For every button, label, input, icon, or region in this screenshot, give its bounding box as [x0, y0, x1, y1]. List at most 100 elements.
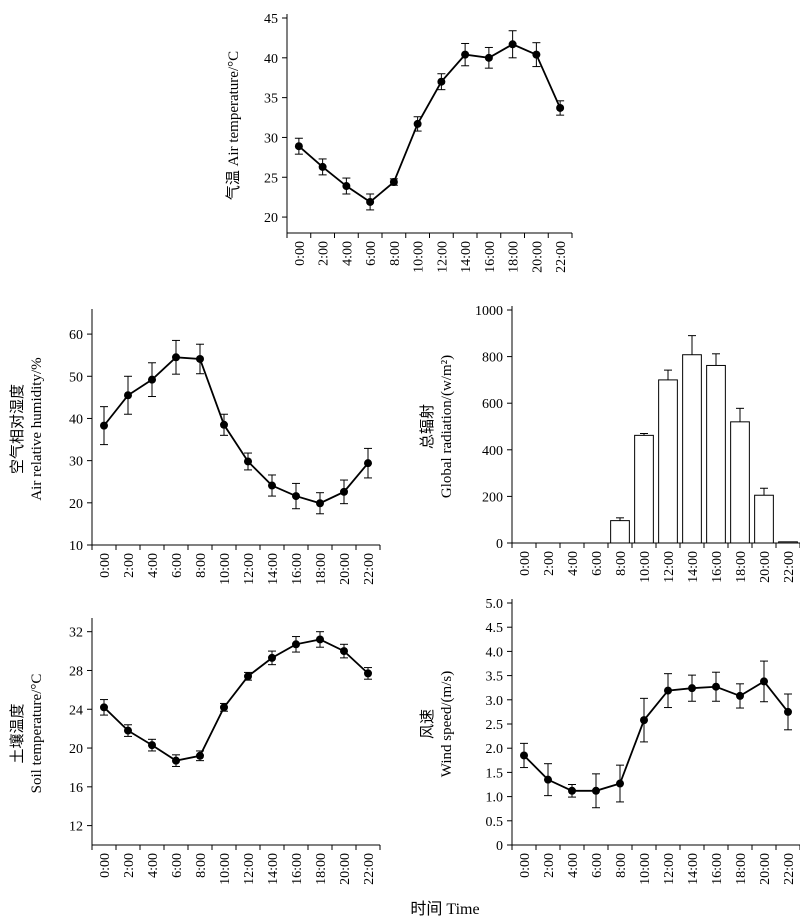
- y-tick-label: 45: [264, 12, 278, 27]
- data-point: [568, 786, 576, 795]
- y-axis-title: Soil temperature/°C: [29, 674, 45, 794]
- global-radiation-chart: 0 200 400 600 800 1000 0:00 2:00 4:00 6:00 8:00 10:…: [419, 304, 800, 583]
- bar: [730, 421, 750, 544]
- data-point: [316, 499, 324, 508]
- data-point: [664, 686, 672, 695]
- x-tick-label: 0:00: [98, 853, 113, 878]
- x-tick-label: 2:00: [122, 853, 137, 878]
- data-point: [532, 50, 541, 59]
- y-tick-label: 32: [69, 626, 83, 641]
- data-point: [342, 182, 351, 191]
- data-point: [413, 119, 422, 128]
- data-point: [172, 353, 180, 362]
- data-point: [220, 703, 228, 712]
- x-tick-label: 4:00: [566, 853, 581, 878]
- x-tick-label: 14:00: [459, 241, 474, 273]
- series-line: [298, 43, 561, 204]
- data-point: [364, 669, 372, 678]
- data-point: [508, 40, 517, 49]
- data-point: [268, 653, 276, 662]
- x-tick-label: 20:00: [338, 853, 353, 885]
- y-tick-label: 3.5: [486, 670, 504, 685]
- x-tick-label: 14:00: [686, 853, 701, 885]
- data-point: [148, 741, 156, 750]
- x-tick-label: 18:00: [507, 241, 522, 273]
- y-tick-label: 1000: [475, 304, 503, 319]
- x-tick-label: 4:00: [146, 853, 161, 878]
- x-tick-label: 8:00: [388, 241, 403, 266]
- y-tick-label: 12: [69, 820, 83, 835]
- x-tick-label: 12:00: [662, 551, 677, 583]
- data-point: [366, 197, 375, 206]
- x-tick-label: 22:00: [362, 853, 377, 885]
- x-tick-label: 4:00: [146, 553, 161, 578]
- data-point: [556, 103, 565, 112]
- series-line: [103, 356, 369, 505]
- bar: [682, 354, 702, 544]
- x-tick-label: 18:00: [314, 553, 329, 585]
- x-tick-label: 18:00: [734, 551, 749, 583]
- data-point: [712, 682, 720, 691]
- y-tick-label: 1.0: [486, 791, 504, 806]
- x-tick-label: 6:00: [170, 853, 185, 878]
- bar: [754, 494, 774, 544]
- data-point: [196, 354, 204, 363]
- y-tick-label: 20: [69, 497, 83, 512]
- y-tick-label: 2.0: [486, 742, 504, 757]
- data-point: [292, 492, 300, 501]
- y-tick-label: 20: [264, 211, 278, 226]
- x-tick-label: 22:00: [362, 553, 377, 585]
- data-point: [244, 457, 252, 466]
- data-point: [784, 707, 792, 716]
- data-point: [340, 647, 348, 656]
- wind-speed-chart: 0 0.5 1.0 1.5 2.0 2.5 3.0 3.5 4.0 4.5 5.0 0:00 2:00 4…: [419, 597, 800, 885]
- air-temperature-chart: 20 25 30 35 40 45 0:00 2:00 4:00 6:00 8:00 10:00 12:…: [225, 12, 573, 273]
- x-tick-label: 22:00: [782, 551, 797, 583]
- y-tick-label: 0.5: [486, 815, 504, 830]
- x-tick-label: 16:00: [290, 553, 305, 585]
- y-tick-label: 50: [69, 370, 83, 385]
- y-tick-label: 5.0: [486, 597, 504, 612]
- x-tick-label: 6:00: [590, 853, 605, 878]
- x-tick-label: 8:00: [614, 551, 629, 576]
- y-axis-title: 土壤温度: [8, 703, 26, 763]
- y-tick-label: 35: [264, 92, 278, 107]
- data-point: [244, 672, 252, 681]
- y-tick-label: 1.5: [486, 766, 504, 781]
- chart-panels: 20 25 30 35 40 45 0:00 2:00 4:00 6:00 8:00 10:00 12:…: [8, 12, 800, 885]
- air-relative-humidity-chart: 10 20 30 40 50 60 0:00 2:00 4:00 6:00 8:00 10:00 12:…: [9, 309, 381, 585]
- y-axis-title: Wind speed/(m/s): [439, 671, 455, 777]
- bar: [634, 434, 654, 544]
- series-line: [103, 638, 369, 762]
- x-tick-label: 14:00: [266, 853, 281, 885]
- y-axis-title: Air relative humidity/%: [29, 357, 45, 500]
- data-point: [172, 756, 180, 765]
- bar: [706, 364, 726, 544]
- y-tick-label: 10: [69, 539, 83, 554]
- x-tick-label: 16:00: [483, 241, 498, 273]
- x-tick-label: 8:00: [614, 853, 629, 878]
- y-tick-label: 25: [264, 171, 278, 186]
- x-tick-label: 10:00: [412, 241, 427, 273]
- x-tick-label: 22:00: [782, 853, 797, 885]
- x-tick-label: 0:00: [293, 241, 308, 266]
- y-tick-label: 400: [482, 444, 503, 459]
- data-point: [520, 751, 528, 760]
- x-tick-label: 6:00: [590, 551, 605, 576]
- y-axis-title: 风速: [419, 709, 436, 739]
- x-tick-label: 10:00: [218, 553, 233, 585]
- data-point: [148, 375, 156, 384]
- y-tick-label: 3.0: [486, 694, 504, 709]
- x-tick-label: 0:00: [518, 551, 533, 576]
- data-point: [760, 677, 768, 686]
- y-tick-label: 30: [69, 455, 83, 470]
- y-axis-title: 总辐射: [419, 404, 436, 449]
- x-tick-label: 16:00: [290, 853, 305, 885]
- x-tick-label: 14:00: [686, 551, 701, 583]
- x-tick-label: 20:00: [530, 241, 545, 273]
- y-tick-label: 28: [69, 664, 83, 679]
- data-point: [220, 420, 228, 429]
- y-tick-label: 40: [69, 412, 83, 427]
- data-point: [340, 487, 348, 496]
